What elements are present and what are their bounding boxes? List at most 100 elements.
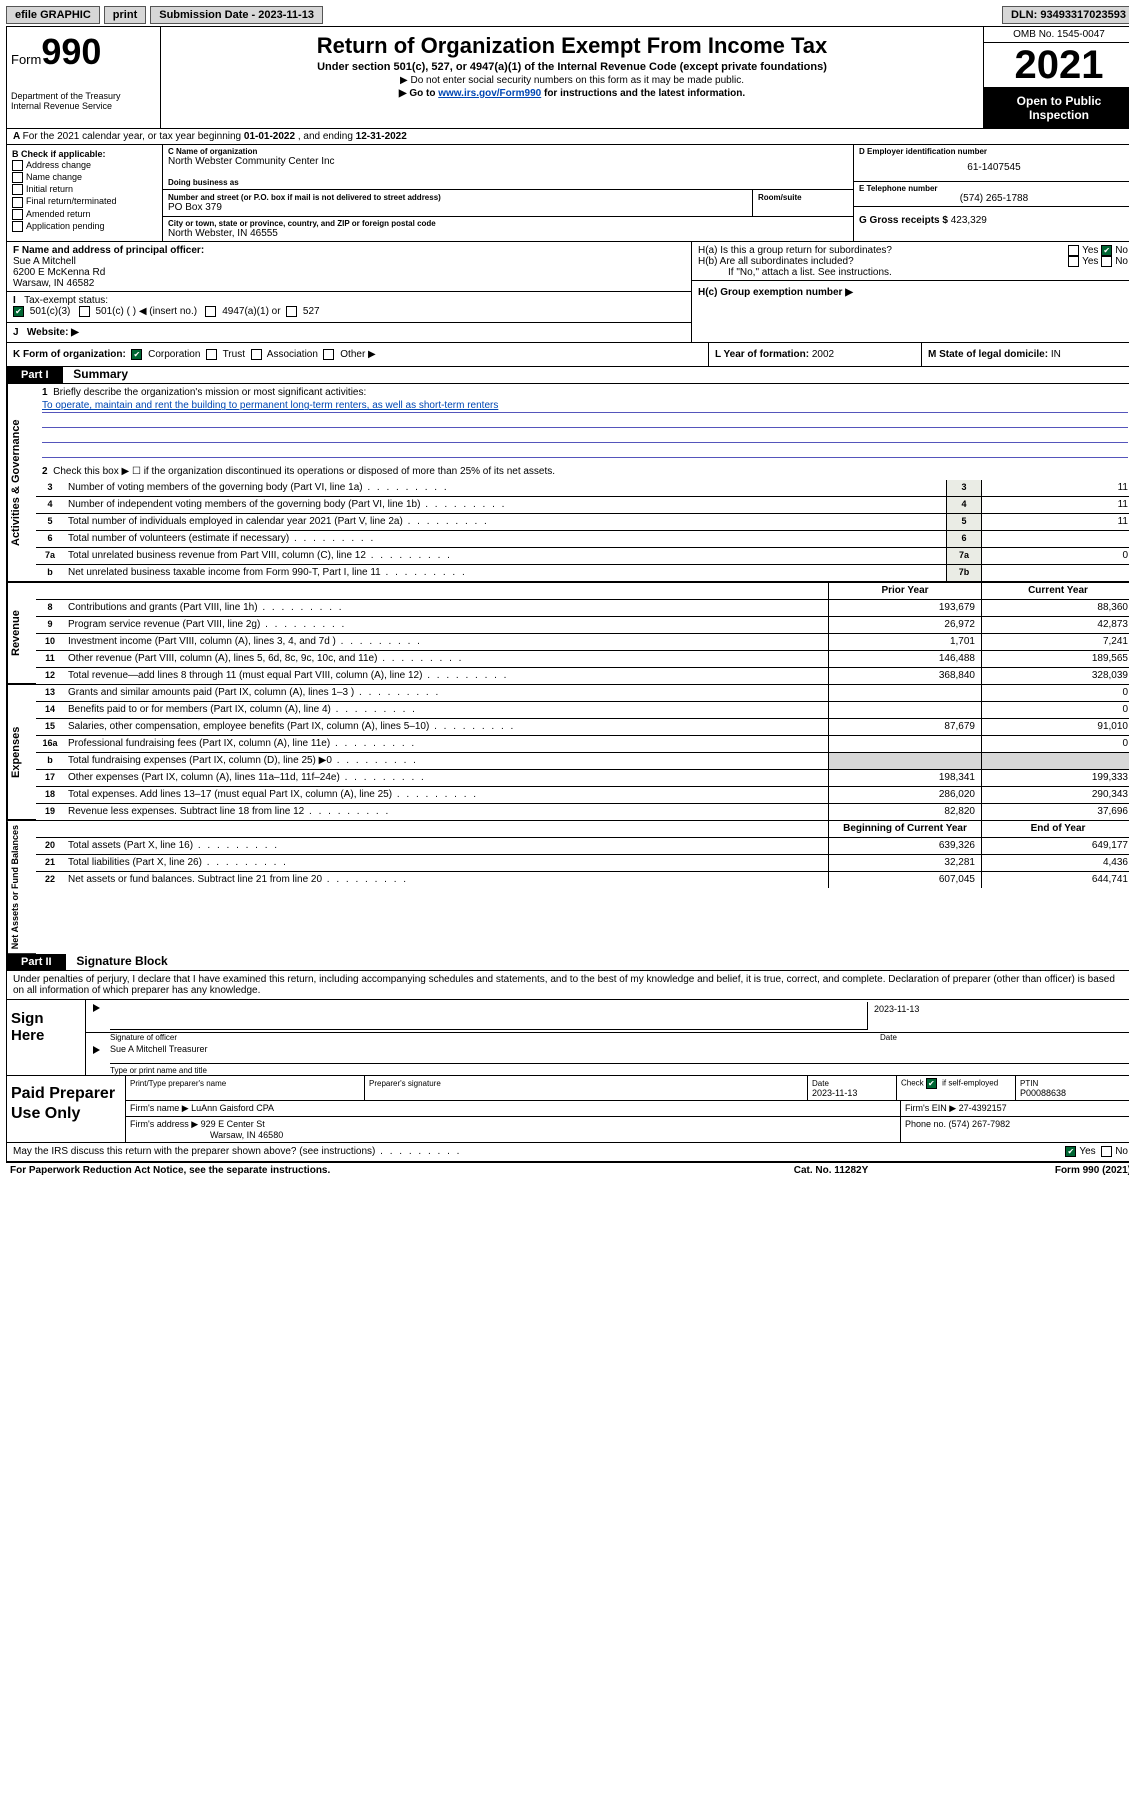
vtab-gov: Activities & Governance bbox=[7, 384, 36, 582]
section-bcde: B Check if applicable: Address change Na… bbox=[7, 145, 1129, 242]
line-b: b Total fundraising expenses (Part IX, c… bbox=[36, 753, 1129, 770]
chk-other[interactable] bbox=[323, 349, 334, 360]
col-beg: Beginning of Current Year bbox=[828, 821, 981, 837]
irs-link[interactable]: www.irs.gov/Form990 bbox=[438, 88, 541, 99]
sig-date: 2023-11-13 bbox=[874, 1004, 919, 1014]
website-label: Website: ▶ bbox=[27, 327, 79, 338]
line-17: 17 Other expenses (Part IX, column (A), … bbox=[36, 770, 1129, 787]
row-klm: K Form of organization: ✔ Corporation Tr… bbox=[7, 343, 1129, 367]
col-b-checkboxes: B Check if applicable: Address change Na… bbox=[7, 145, 163, 241]
part2-tag: Part II bbox=[7, 954, 66, 970]
chk-initial[interactable] bbox=[12, 184, 23, 195]
city-label: City or town, state or province, country… bbox=[168, 219, 848, 228]
line-18: 18 Total expenses. Add lines 13–17 (must… bbox=[36, 787, 1129, 804]
line-14: 14 Benefits paid to or for members (Part… bbox=[36, 702, 1129, 719]
state-domicile: IN bbox=[1051, 349, 1061, 360]
arrow-icon bbox=[93, 1046, 100, 1054]
col-deg: D Employer identification number61-14075… bbox=[853, 145, 1129, 241]
chk-discuss-no[interactable] bbox=[1101, 1146, 1112, 1157]
line-13: 13 Grants and similar amounts paid (Part… bbox=[36, 685, 1129, 702]
print-button[interactable]: print bbox=[104, 6, 146, 24]
prep-date: 2023-11-13 bbox=[812, 1088, 857, 1098]
gov-section: Activities & Governance 1 Briefly descri… bbox=[7, 384, 1129, 582]
chk-501c[interactable] bbox=[79, 306, 90, 317]
dept-treasury: Department of the Treasury bbox=[11, 91, 156, 101]
hb-label: H(b) Are all subordinates included? bbox=[698, 256, 1068, 267]
year-formation: 2002 bbox=[812, 349, 834, 360]
efile-button[interactable]: efile GRAPHIC bbox=[6, 6, 100, 24]
k-label: K Form of organization: bbox=[13, 349, 126, 360]
chk-hb-yes[interactable] bbox=[1068, 256, 1079, 267]
line-19: 19 Revenue less expenses. Subtract line … bbox=[36, 804, 1129, 820]
may-irs-label: May the IRS discuss this return with the… bbox=[13, 1146, 1065, 1157]
line-11: 11 Other revenue (Part VIII, column (A),… bbox=[36, 651, 1129, 668]
row-a: A For the 2021 calendar year, or tax yea… bbox=[7, 129, 1129, 145]
chk-name[interactable] bbox=[12, 172, 23, 183]
org-name-label: C Name of organization bbox=[168, 147, 848, 156]
chk-ha-yes[interactable] bbox=[1068, 245, 1079, 256]
m-label: M State of legal domicile: bbox=[928, 349, 1051, 360]
col-c: C Name of organizationNorth Webster Comm… bbox=[163, 145, 853, 241]
chk-527[interactable] bbox=[286, 306, 297, 317]
dln: DLN: 93493317023593 bbox=[1002, 6, 1129, 24]
year-box: OMB No. 1545-0047 2021 Open to Public In… bbox=[983, 27, 1129, 128]
line-15: 15 Salaries, other compensation, employe… bbox=[36, 719, 1129, 736]
line-9: 9 Program service revenue (Part VIII, li… bbox=[36, 617, 1129, 634]
chk-discuss-yes[interactable]: ✔ bbox=[1065, 1146, 1076, 1157]
hc-label: H(c) Group exemption number ▶ bbox=[698, 287, 853, 298]
chk-self-emp[interactable]: ✔ bbox=[926, 1078, 937, 1089]
chk-501c3[interactable]: ✔ bbox=[13, 306, 24, 317]
gross-val: 423,329 bbox=[951, 215, 987, 226]
line-21: 21 Total liabilities (Part X, line 26) 3… bbox=[36, 855, 1129, 872]
chk-hb-no[interactable] bbox=[1101, 256, 1112, 267]
chk-assoc[interactable] bbox=[251, 349, 262, 360]
line-b: b Net unrelated business taxable income … bbox=[36, 565, 1129, 582]
part1-title: Summary bbox=[65, 367, 128, 381]
line-12: 12 Total revenue—add lines 8 through 11 … bbox=[36, 668, 1129, 684]
ein: 61-1407545 bbox=[859, 156, 1129, 179]
vtab-exp: Expenses bbox=[7, 685, 36, 820]
tax-status-label: Tax-exempt status: bbox=[24, 295, 108, 306]
rev-section: Revenue Prior Year Current Year 8 Contri… bbox=[7, 582, 1129, 684]
officer-typed: Sue A Mitchell Treasurer bbox=[110, 1044, 208, 1054]
city: North Webster, IN 46555 bbox=[168, 228, 848, 239]
net-section: Net Assets or Fund Balances Beginning of… bbox=[7, 820, 1129, 954]
line-4: 4 Number of independent voting members o… bbox=[36, 497, 1129, 514]
line2: Check this box ▶ ☐ if the organization d… bbox=[53, 466, 555, 477]
phone-label: E Telephone number bbox=[859, 184, 1129, 193]
firm-phone: (574) 267-7982 bbox=[949, 1119, 1011, 1129]
line-20: 20 Total assets (Part X, line 16) 639,32… bbox=[36, 838, 1129, 855]
officer-name: Sue A Mitchell bbox=[13, 256, 76, 267]
form-id-box: Form990 Department of the Treasury Inter… bbox=[7, 27, 161, 128]
tax-year: 2021 bbox=[984, 43, 1129, 88]
chk-pending[interactable] bbox=[12, 221, 23, 232]
page-footer: For Paperwork Reduction Act Notice, see … bbox=[6, 1163, 1129, 1178]
chk-4947[interactable] bbox=[205, 306, 216, 317]
l-label: L Year of formation: bbox=[715, 349, 812, 360]
mission-label: Briefly describe the organization's miss… bbox=[53, 387, 366, 398]
sign-here-row: Sign Here 2023-11-13 Signature of office… bbox=[7, 999, 1129, 1076]
col-curr: Current Year bbox=[981, 583, 1129, 599]
dba-label: Doing business as bbox=[168, 178, 848, 187]
paid-preparer-row: Paid Preparer Use Only Print/Type prepar… bbox=[7, 1076, 1129, 1143]
subtitle-2: ▶ Do not enter social security numbers o… bbox=[167, 75, 977, 86]
chk-corp[interactable]: ✔ bbox=[131, 349, 142, 360]
chk-amended[interactable] bbox=[12, 209, 23, 220]
chk-final[interactable] bbox=[12, 197, 23, 208]
top-bar: efile GRAPHIC print Submission Date - 20… bbox=[6, 6, 1129, 24]
exp-section: Expenses 13 Grants and similar amounts p… bbox=[7, 684, 1129, 820]
org-name: North Webster Community Center Inc bbox=[168, 156, 848, 167]
firm-addr2: Warsaw, IN 46580 bbox=[130, 1130, 283, 1140]
irs-label: Internal Revenue Service bbox=[11, 101, 156, 111]
line-10: 10 Investment income (Part VIII, column … bbox=[36, 634, 1129, 651]
subtitle-3: ▶ Go to www.irs.gov/Form990 for instruct… bbox=[167, 88, 977, 99]
chk-trust[interactable] bbox=[206, 349, 217, 360]
prep-name-label: Print/Type preparer's name bbox=[130, 1079, 226, 1088]
line-16a: 16a Professional fundraising fees (Part … bbox=[36, 736, 1129, 753]
paid-label: Paid Preparer Use Only bbox=[7, 1076, 125, 1142]
part2-header: Part II Signature Block bbox=[7, 954, 1129, 971]
chk-ha-no[interactable]: ✔ bbox=[1101, 245, 1112, 256]
addr-label: Number and street (or P.O. box if mail i… bbox=[168, 193, 747, 202]
room-label: Room/suite bbox=[758, 193, 848, 202]
chk-address[interactable] bbox=[12, 160, 23, 171]
